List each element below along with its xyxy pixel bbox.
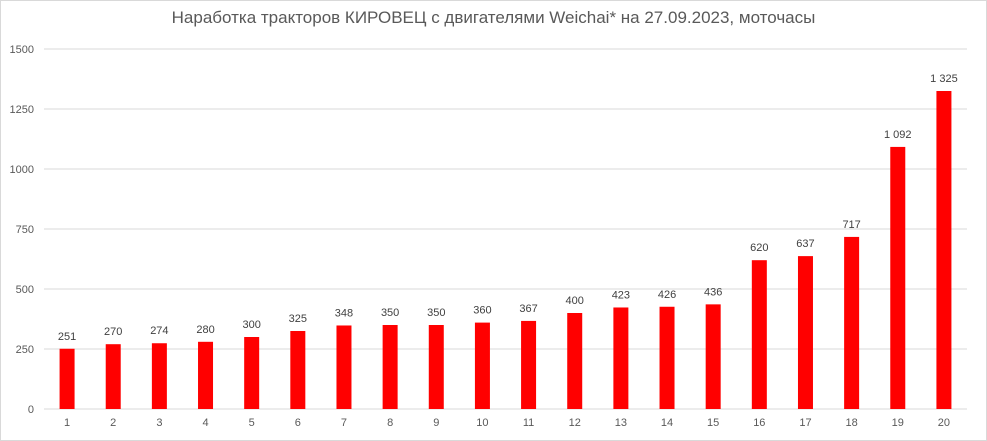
y-tick-label: 1250 xyxy=(10,104,34,116)
bars xyxy=(59,91,952,410)
data-label: 620 xyxy=(750,242,768,254)
x-tick-label: 5 xyxy=(249,417,255,429)
bar xyxy=(567,313,583,409)
data-label: 360 xyxy=(473,305,491,317)
data-label: 1 325 xyxy=(930,73,958,85)
data-label: 400 xyxy=(566,295,584,307)
data-label: 350 xyxy=(381,307,399,319)
x-tick-label: 9 xyxy=(433,417,439,429)
x-tick-label: 11 xyxy=(523,417,534,429)
bar xyxy=(936,91,952,409)
bar xyxy=(474,322,490,409)
x-tick-label: 3 xyxy=(156,417,162,429)
data-label: 348 xyxy=(335,307,353,319)
x-tick-label: 8 xyxy=(387,417,393,429)
data-label: 637 xyxy=(796,238,814,250)
y-tick-label: 500 xyxy=(16,284,34,296)
chart-title: Наработка тракторов КИРОВЕЦ с двигателям… xyxy=(171,8,816,27)
x-axis: 1 2 3 4 5 6 7 8 9 10 11 12 13 14 15 16 17 18 19 20 xyxy=(64,417,950,429)
bar xyxy=(521,320,537,409)
x-tick-label: 20 xyxy=(938,417,950,429)
y-tick-label: 0 xyxy=(28,404,34,416)
data-label: 251 xyxy=(58,331,76,343)
x-tick-label: 19 xyxy=(892,417,904,429)
bar xyxy=(844,236,860,409)
x-tick-label: 2 xyxy=(110,417,116,429)
data-label: 367 xyxy=(519,303,537,315)
data-label: 325 xyxy=(289,313,307,325)
y-axis: 0 250 500 750 1000 1250 1500 xyxy=(10,44,34,416)
data-label: 350 xyxy=(427,307,445,319)
bar xyxy=(613,307,629,409)
y-tick-label: 250 xyxy=(16,344,34,356)
data-label: 280 xyxy=(196,324,214,336)
x-tick-label: 1 xyxy=(64,417,70,429)
x-tick-label: 17 xyxy=(799,417,811,429)
x-tick-label: 12 xyxy=(569,417,581,429)
y-tick-label: 1000 xyxy=(10,164,34,176)
bar xyxy=(705,304,721,409)
data-label: 426 xyxy=(658,289,676,301)
bar xyxy=(290,331,306,409)
data-label: 423 xyxy=(612,289,630,301)
data-label: 1 092 xyxy=(884,129,912,141)
x-tick-label: 7 xyxy=(341,417,347,429)
x-tick-label: 16 xyxy=(753,417,765,429)
data-labels: 251 270 274 280 300 325 348 350 350 360 367 400 423 4… xyxy=(58,73,958,343)
bar xyxy=(336,325,352,409)
bar xyxy=(198,341,214,409)
bar xyxy=(151,343,167,409)
bar xyxy=(59,348,75,409)
bar xyxy=(797,256,813,409)
gridlines xyxy=(44,48,967,410)
bar xyxy=(382,325,398,409)
bar xyxy=(890,146,906,410)
y-tick-label: 1500 xyxy=(10,44,34,56)
x-tick-label: 15 xyxy=(707,417,719,429)
bar xyxy=(428,325,444,409)
data-label: 717 xyxy=(842,219,860,231)
data-label: 274 xyxy=(150,325,168,337)
x-tick-label: 14 xyxy=(661,417,673,429)
bar xyxy=(244,337,260,409)
x-tick-label: 13 xyxy=(615,417,627,429)
x-tick-label: 6 xyxy=(295,417,301,429)
bar xyxy=(659,306,675,409)
y-tick-label: 750 xyxy=(16,224,34,236)
data-label: 270 xyxy=(104,326,122,338)
bar xyxy=(751,260,767,409)
x-tick-label: 4 xyxy=(202,417,208,429)
x-tick-label: 18 xyxy=(846,417,858,429)
data-label: 436 xyxy=(704,286,722,298)
bar xyxy=(105,344,121,409)
data-label: 300 xyxy=(242,319,260,331)
x-tick-label: 10 xyxy=(476,417,488,429)
